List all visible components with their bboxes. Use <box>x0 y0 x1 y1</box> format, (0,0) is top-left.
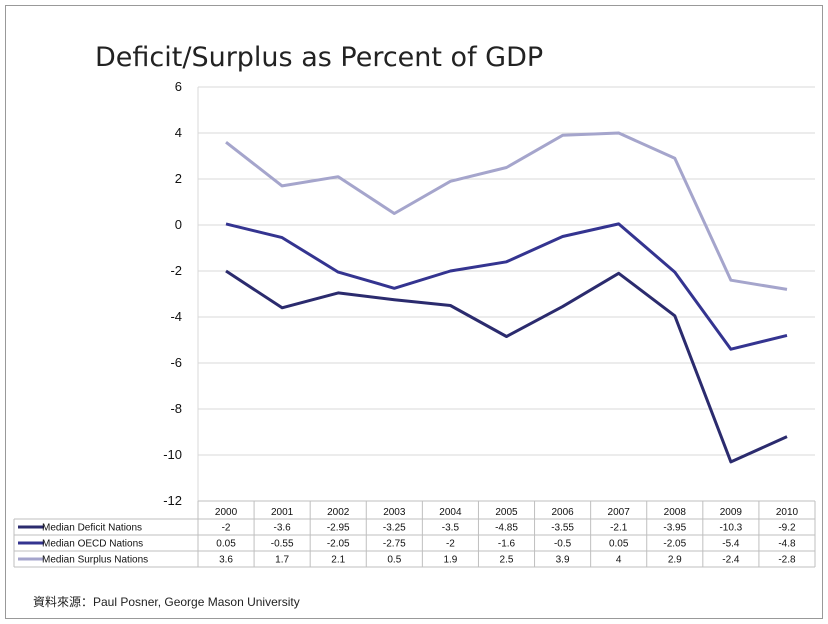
series-line <box>225 269 788 464</box>
data-label: -3.25 <box>383 523 406 534</box>
data-label: -1.6 <box>498 539 516 550</box>
legend-label: Median Surplus Nations <box>42 555 148 566</box>
x-tick-label: 2009 <box>720 507 743 518</box>
data-label: -2 <box>222 523 231 534</box>
data-label: 4 <box>616 555 622 566</box>
data-label: -4.85 <box>495 523 518 534</box>
x-tick-label: 2008 <box>664 507 687 518</box>
data-label: -2.05 <box>663 539 686 550</box>
data-label: -2.75 <box>383 539 406 550</box>
data-label: 0.5 <box>387 555 401 566</box>
data-label: 2.5 <box>500 555 514 566</box>
data-label: -3.5 <box>442 523 460 534</box>
data-label: -9.2 <box>778 523 796 534</box>
x-tick-label: 2007 <box>608 507 631 518</box>
chart-frame <box>5 5 823 619</box>
data-label: 1.9 <box>443 555 457 566</box>
y-tick-label: 4 <box>175 125 182 140</box>
legend-label: Median Deficit Nations <box>42 523 142 534</box>
data-label: -2 <box>446 539 455 550</box>
x-tick-label: 2001 <box>271 507 294 518</box>
x-tick-label: 2002 <box>327 507 350 518</box>
data-label: 3.9 <box>556 555 570 566</box>
y-tick-label: -2 <box>170 263 182 278</box>
data-label: -4.8 <box>778 539 796 550</box>
x-tick-label: 2003 <box>383 507 406 518</box>
series-line <box>225 131 788 291</box>
y-tick-label: -8 <box>170 401 182 416</box>
data-label: -5.4 <box>722 539 740 550</box>
data-label: 2.1 <box>331 555 345 566</box>
y-tick-label: -12 <box>163 493 182 508</box>
data-label: -3.55 <box>551 523 574 534</box>
data-label: -10.3 <box>719 523 742 534</box>
data-label: 0.05 <box>216 539 236 550</box>
data-label: -0.55 <box>271 539 294 550</box>
data-label: 1.7 <box>275 555 289 566</box>
chart-title: Deficit/Surplus as Percent of GDP <box>95 42 544 73</box>
data-label: 3.6 <box>219 555 233 566</box>
data-label: -3.95 <box>663 523 686 534</box>
y-tick-label: 0 <box>175 217 182 232</box>
x-tick-label: 2004 <box>439 507 462 518</box>
source-note: 資料來源：Paul Posner, George Mason Universit… <box>33 595 300 609</box>
data-label: -0.5 <box>554 539 572 550</box>
data-label: -3.6 <box>274 523 292 534</box>
data-label: -2.05 <box>327 539 350 550</box>
y-tick-label: 2 <box>175 171 182 186</box>
x-tick-label: 2005 <box>495 507 518 518</box>
x-tick-label: 2000 <box>215 507 238 518</box>
series-line <box>225 222 788 351</box>
data-label: -2.8 <box>778 555 796 566</box>
data-label: -2.1 <box>610 523 628 534</box>
y-tick-label: -6 <box>170 355 182 370</box>
data-label: -2.95 <box>327 523 350 534</box>
x-tick-label: 2010 <box>776 507 799 518</box>
legend-label: Median OECD Nations <box>42 539 143 550</box>
x-tick-label: 2006 <box>551 507 574 518</box>
data-label: -2.4 <box>722 555 740 566</box>
y-tick-label: 6 <box>175 79 182 94</box>
y-tick-label: -10 <box>163 447 182 462</box>
y-tick-label: -4 <box>170 309 182 324</box>
data-label: 0.05 <box>609 539 629 550</box>
data-label: 2.9 <box>668 555 682 566</box>
